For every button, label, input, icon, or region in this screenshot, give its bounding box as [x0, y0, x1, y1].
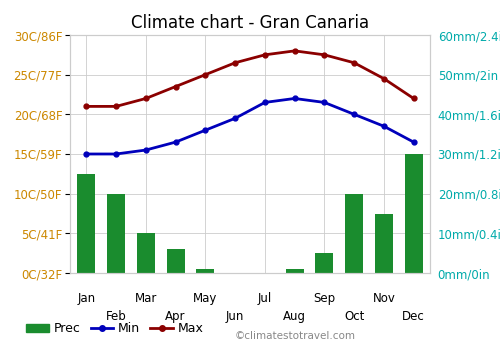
- Text: Jun: Jun: [226, 310, 244, 323]
- Bar: [345, 194, 363, 273]
- Text: May: May: [193, 292, 218, 305]
- Bar: [166, 249, 184, 273]
- Text: ©climatestotravel.com: ©climatestotravel.com: [235, 331, 356, 341]
- Bar: [107, 194, 125, 273]
- Text: Oct: Oct: [344, 310, 364, 323]
- Text: Feb: Feb: [106, 310, 126, 323]
- Bar: [404, 154, 422, 273]
- Legend: Prec, Min, Max: Prec, Min, Max: [21, 317, 208, 340]
- Text: Mar: Mar: [134, 292, 157, 305]
- Bar: [286, 269, 304, 273]
- Bar: [375, 214, 393, 273]
- Text: Dec: Dec: [402, 310, 425, 323]
- Text: Apr: Apr: [166, 310, 186, 323]
- Bar: [196, 269, 214, 273]
- Text: Aug: Aug: [283, 310, 306, 323]
- Text: Sep: Sep: [314, 292, 336, 305]
- Text: Jul: Jul: [258, 292, 272, 305]
- Bar: [78, 174, 96, 273]
- Text: Nov: Nov: [372, 292, 396, 305]
- Title: Climate chart - Gran Canaria: Climate chart - Gran Canaria: [131, 14, 369, 32]
- Text: Jan: Jan: [78, 292, 96, 305]
- Bar: [316, 253, 334, 273]
- Bar: [137, 233, 155, 273]
